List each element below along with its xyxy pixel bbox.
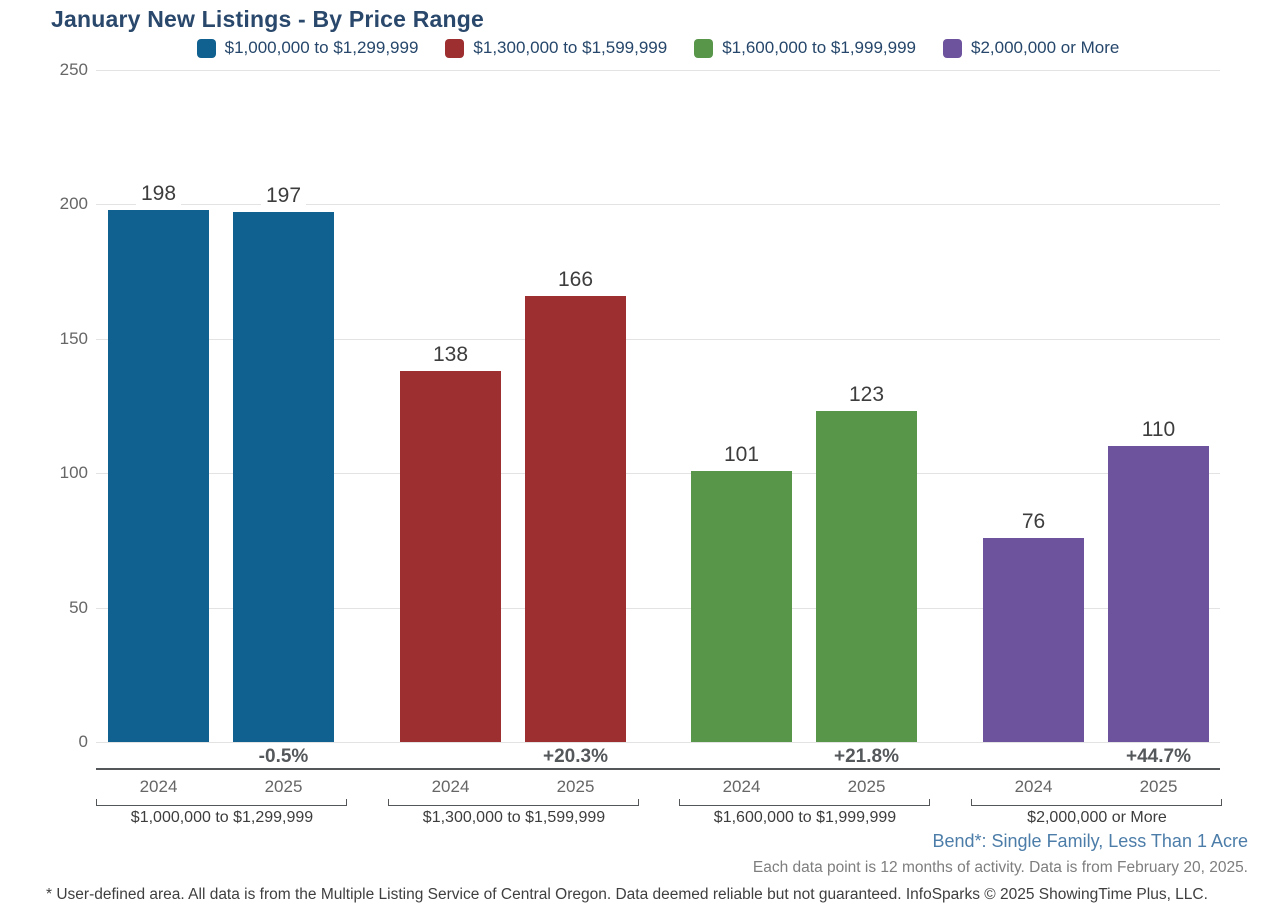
- group-bracket: [96, 799, 347, 806]
- year-label-2024: 2024: [139, 777, 178, 796]
- bar-value-label: 110: [1078, 417, 1239, 443]
- legend-swatch-icon: [694, 38, 714, 58]
- y-axis-tick-label: 100: [59, 463, 88, 483]
- gridline-200: [96, 204, 1220, 206]
- area-description: Bend*: Single Family, Less Than 1 Acre: [932, 831, 1248, 851]
- legend: $1,000,000 to $1,299,999 $1,300,000 to $1…: [96, 38, 1220, 58]
- bar-value-label: 166: [495, 267, 656, 293]
- legend-label: $1,300,000 to $1,599,999: [473, 38, 668, 57]
- disclaimer-footnote: * User-defined area. All data is from th…: [46, 886, 1208, 903]
- y-axis-tick-label: 200: [59, 194, 88, 214]
- percent-change-label: +44.7%: [1126, 746, 1191, 767]
- gridline-150: [96, 338, 1220, 340]
- legend-item-3[interactable]: $1,600,000 to $1,999,999: [694, 38, 916, 58]
- percent-change-label: -0.5%: [258, 746, 309, 767]
- bar-value-label: 138: [370, 342, 531, 368]
- chart-title: January New Listings - By Price Range: [51, 6, 485, 32]
- bar-value-label: 76: [953, 509, 1114, 535]
- year-label-2024: 2024: [722, 777, 761, 796]
- legend-item-1[interactable]: $1,000,000 to $1,299,999: [196, 38, 419, 58]
- bar-value-label: 123: [786, 382, 947, 408]
- gridline-250: [96, 70, 1220, 71]
- legend-swatch-icon: [445, 38, 465, 58]
- bar-2024-group4[interactable]: [983, 537, 1084, 742]
- gridline-100: [96, 473, 1220, 475]
- group-label: $1,000,000 to $1,299,999: [130, 809, 314, 826]
- year-label-2025: 2025: [847, 777, 886, 796]
- group-label: $2,000,000 or More: [1027, 809, 1167, 826]
- group-label: $1,300,000 to $1,599,999: [422, 809, 606, 826]
- gridline-50: [96, 607, 1220, 609]
- year-label-2025: 2025: [264, 777, 303, 796]
- bar-2025-group2[interactable]: [525, 295, 626, 742]
- group-bracket: [971, 799, 1222, 806]
- bar-2024-group3[interactable]: [691, 470, 792, 742]
- y-axis-tick-label: 150: [59, 328, 88, 348]
- year-label-2024: 2024: [1014, 777, 1053, 796]
- group-label: $1,600,000 to $1,999,999: [713, 809, 897, 826]
- bar-value-label: 101: [661, 442, 822, 468]
- bar-2025-group4[interactable]: [1108, 446, 1209, 742]
- bar-2025-group3[interactable]: [816, 411, 917, 742]
- bar-value-label: 197: [203, 183, 364, 209]
- y-axis-tick-label: 0: [78, 732, 88, 751]
- y-axis-tick-label: 50: [69, 597, 88, 617]
- data-note: Each data point is 12 months of activity…: [752, 859, 1248, 876]
- legend-item-4[interactable]: $2,000,000 or More: [943, 38, 1119, 58]
- bar-value-label: 198: [78, 181, 239, 207]
- group-bracket: [388, 799, 639, 806]
- x-axis-line: [96, 768, 1220, 770]
- percent-change-label: +20.3%: [543, 746, 608, 767]
- gridline-0: [96, 742, 1220, 743]
- legend-label: $2,000,000 or More: [971, 38, 1120, 57]
- group-bracket: [679, 799, 930, 806]
- legend-swatch-icon: [196, 38, 216, 58]
- legend-label: $1,000,000 to $1,299,999: [224, 38, 419, 57]
- bar-2024-group2[interactable]: [400, 371, 501, 742]
- bar-2025-group1[interactable]: [233, 212, 334, 742]
- percent-change-label: +21.8%: [834, 746, 899, 767]
- legend-label: $1,600,000 to $1,999,999: [722, 38, 916, 57]
- legend-item-2[interactable]: $1,300,000 to $1,599,999: [445, 38, 667, 58]
- year-label-2025: 2025: [1139, 777, 1178, 796]
- year-label-2025: 2025: [556, 777, 595, 796]
- year-label-2024: 2024: [431, 777, 470, 796]
- legend-swatch-icon: [943, 38, 962, 58]
- y-axis-tick-label: 250: [59, 60, 88, 79]
- bar-2024-group1[interactable]: [108, 209, 209, 742]
